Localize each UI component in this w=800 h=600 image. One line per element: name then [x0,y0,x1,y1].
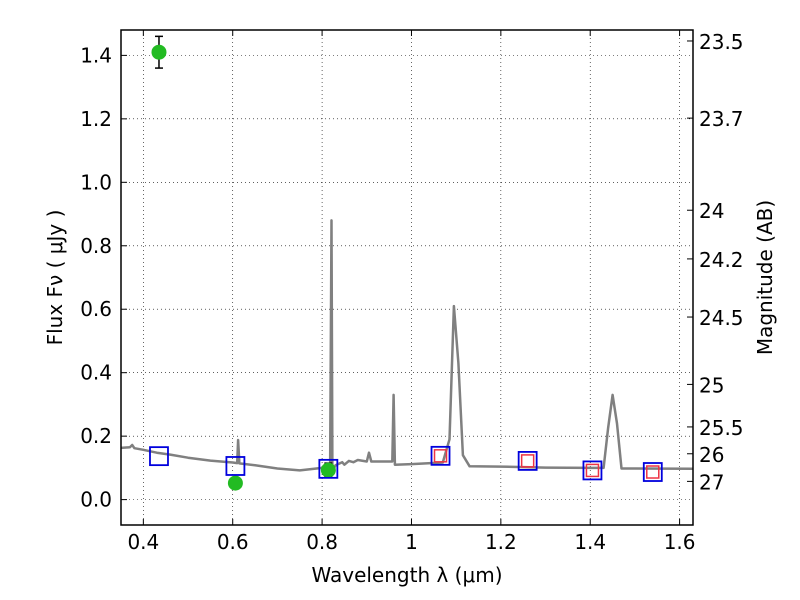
y-tick-label: 1.0 [80,170,112,194]
x-tick-label: 1.6 [664,530,696,554]
magnitude-tick-label: 26 [699,443,724,467]
x-tick-label: 0.6 [217,530,249,554]
y-tick-label: 0.0 [80,488,112,512]
model-photometry-inner-square [646,465,660,479]
model-photometry-square [430,445,451,466]
model-photometry-inner-square [433,449,448,463]
y-tick-label: 0.2 [80,424,112,448]
model-photometry-square [642,462,663,482]
model-photometry-square [225,456,246,476]
model-spectrum [120,219,694,473]
magnitude-tick-label: 23.5 [699,30,744,54]
model-photometry-square [318,458,339,479]
magnitude-axis-ticks: 23.5 23.7 24 24.2 24.5 25 25.5 26 27 [687,30,744,494]
x-axis-ticks: 0.4 0.6 0.8 1 1.2 1.4 1.6 [127,30,696,554]
model-photometry-square [149,446,169,467]
grid-lines [121,30,693,525]
observed-flux-point [320,462,336,478]
x-tick-label: 1.2 [485,530,517,554]
x-tick-label: 0.8 [306,530,338,554]
magnitude-tick-label: 24 [699,199,724,223]
x-axis-label: Wavelength λ (μm) [311,563,502,587]
magnitude-tick-label: 27 [699,470,724,494]
y-axis-ticks: 0.0 0.2 0.4 0.6 0.8 1.0 1.2 1.4 [80,43,127,512]
model-photometry-square [582,460,603,481]
magnitude-tick-label: 25.5 [699,416,744,440]
y-tick-label: 1.2 [80,107,112,131]
plot-frame [120,29,694,526]
y-tick-label: 0.6 [80,297,112,321]
x-tick-label: 0.4 [127,530,159,554]
spectrum-line [120,219,694,473]
y-tick-label: 0.4 [80,361,112,385]
model-photometry-square [517,451,538,471]
magnitude-axis-label: Magnitude (AB) [753,200,777,355]
x-tick-label: 1 [405,530,418,554]
model-photometry-inner-square [585,463,600,478]
y-axis-label: Flux Fν ( μJy ) [43,210,67,346]
magnitude-tick-label: 24.2 [699,248,744,272]
observed-flux-point [227,475,243,491]
observed-flux-point [151,44,167,60]
model-photometry-inner-square [520,454,535,468]
magnitude-tick-label: 24.5 [699,306,744,330]
y-tick-label: 0.8 [80,234,112,258]
magnitude-tick-label: 23.7 [699,107,744,131]
x-tick-label: 1.4 [574,530,606,554]
photometry-points [149,35,663,491]
magnitude-tick-label: 25 [699,373,724,397]
y-tick-label: 1.4 [80,43,112,67]
